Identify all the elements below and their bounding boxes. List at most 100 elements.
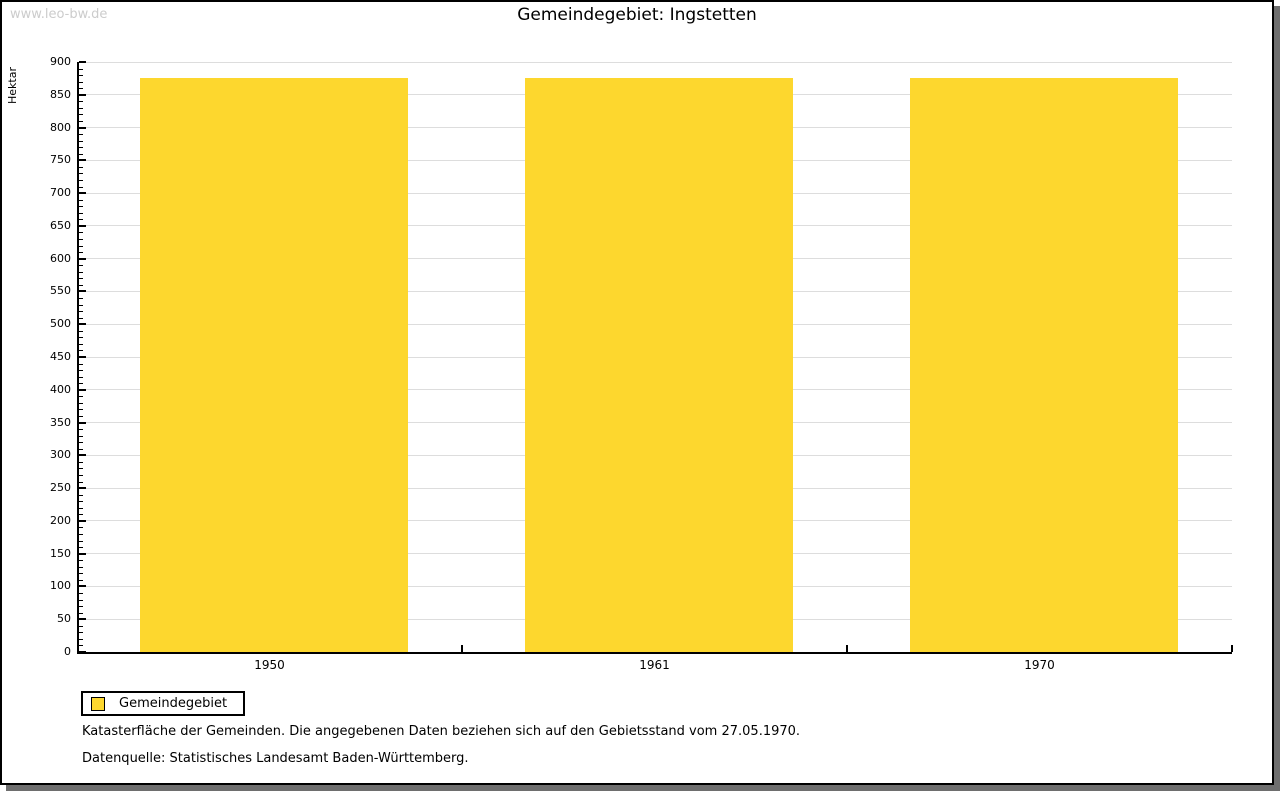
- y-tick-label: 900: [50, 55, 71, 68]
- y-minor-tick: [79, 199, 83, 201]
- y-minor-tick: [79, 481, 83, 483]
- y-tick-label: 650: [50, 218, 71, 232]
- y-major-tick: [79, 159, 86, 162]
- y-minor-tick: [79, 593, 83, 594]
- chart-title: Gemeindegebiet: Ingstetten: [517, 5, 757, 25]
- y-minor-tick: [79, 560, 83, 562]
- y-minor-tick: [79, 370, 83, 372]
- y-tick-label: 0: [64, 645, 71, 658]
- y-tick-label: 800: [50, 120, 71, 134]
- y-minor-tick: [79, 186, 83, 188]
- y-minor-tick: [79, 579, 83, 581]
- y-minor-tick: [79, 68, 83, 70]
- y-major-tick: [79, 388, 86, 391]
- y-major-tick: [79, 421, 86, 424]
- y-minor-tick: [79, 134, 83, 136]
- y-minor-tick: [79, 402, 83, 404]
- y-major-tick: [79, 454, 86, 457]
- y-minor-tick: [79, 212, 83, 214]
- y-major-tick: [79, 552, 86, 555]
- y-minor-tick: [79, 304, 83, 306]
- y-minor-tick: [79, 442, 83, 444]
- y-tick-label: 750: [50, 153, 71, 167]
- y-minor-tick: [79, 298, 83, 299]
- y-minor-tick: [79, 494, 83, 496]
- y-minor-tick: [79, 638, 83, 640]
- y-minor-tick: [79, 252, 83, 254]
- y-major-tick: [79, 323, 86, 326]
- y-minor-tick: [79, 606, 83, 608]
- y-minor-tick: [79, 245, 83, 247]
- y-major-tick: [79, 519, 86, 522]
- y-major-tick: [79, 192, 86, 195]
- y-tick-label: 550: [50, 284, 71, 298]
- y-tick-label: 250: [50, 481, 71, 495]
- y-minor-tick: [79, 75, 83, 77]
- y-tick-label: 150: [50, 546, 71, 560]
- gridline: [79, 61, 1232, 63]
- y-minor-tick: [79, 416, 83, 417]
- y-minor-tick: [79, 534, 83, 535]
- x-boundary-tick: [1231, 645, 1233, 652]
- y-minor-tick: [79, 311, 83, 313]
- y-minor-tick: [79, 507, 83, 509]
- y-major-tick: [79, 618, 86, 621]
- y-minor-tick: [79, 514, 83, 516]
- y-major-tick: [79, 257, 86, 260]
- y-minor-tick: [79, 271, 83, 273]
- y-minor-tick: [79, 88, 83, 90]
- y-tick-label: 300: [50, 448, 71, 462]
- y-minor-tick: [79, 140, 83, 142]
- y-tick-label: 450: [50, 350, 71, 363]
- footnote-data-source: Datenquelle: Statistisches Landesamt Bad…: [82, 751, 469, 766]
- y-major-tick: [79, 61, 86, 63]
- x-axis-line: [77, 652, 1232, 654]
- x-tick-label: 1970: [1024, 658, 1055, 672]
- y-minor-tick: [79, 435, 83, 437]
- y-major-tick: [79, 651, 86, 653]
- y-minor-tick: [79, 166, 83, 168]
- y-axis-title: Hektar: [6, 67, 19, 104]
- y-minor-tick: [79, 448, 83, 450]
- y-minor-tick: [79, 409, 83, 411]
- y-tick-label: 700: [50, 186, 71, 200]
- y-minor-tick: [79, 396, 83, 398]
- y-tick-label: 400: [50, 382, 71, 396]
- y-minor-tick: [79, 376, 83, 378]
- y-minor-tick: [79, 330, 83, 332]
- y-minor-tick: [79, 475, 83, 476]
- y-minor-tick: [79, 461, 83, 463]
- y-major-tick: [79, 487, 86, 490]
- y-minor-tick: [79, 547, 83, 549]
- y-minor-tick: [79, 337, 83, 339]
- y-minor-tick: [79, 278, 83, 280]
- y-minor-tick: [79, 173, 83, 175]
- y-minor-tick: [79, 501, 83, 503]
- y-minor-tick: [79, 343, 83, 345]
- y-minor-tick: [79, 625, 83, 627]
- y-tick-label: 100: [50, 579, 71, 593]
- y-minor-tick: [79, 206, 83, 208]
- bar-1950: [139, 77, 408, 652]
- y-major-tick: [79, 356, 86, 358]
- y-minor-tick: [79, 540, 83, 542]
- y-major-tick: [79, 93, 86, 96]
- y-tick-label: 500: [50, 317, 71, 331]
- y-tick-label: 850: [50, 87, 71, 101]
- footnote-source-note: Katasterfläche der Gemeinden. Die angege…: [82, 724, 801, 739]
- bar-1961: [524, 77, 793, 652]
- y-major-tick: [79, 126, 86, 129]
- y-major-tick: [79, 290, 86, 293]
- y-minor-tick: [79, 232, 83, 234]
- bar-1970: [909, 77, 1178, 652]
- y-minor-tick: [79, 147, 83, 149]
- y-minor-tick: [79, 363, 83, 365]
- y-minor-tick: [79, 284, 83, 286]
- y-minor-tick: [79, 153, 83, 155]
- y-tick-label: 200: [50, 513, 71, 527]
- y-axis-line: [77, 62, 79, 654]
- x-tick-label: 1961: [639, 658, 670, 672]
- x-boundary-tick: [461, 645, 463, 652]
- legend-swatch: [91, 696, 105, 711]
